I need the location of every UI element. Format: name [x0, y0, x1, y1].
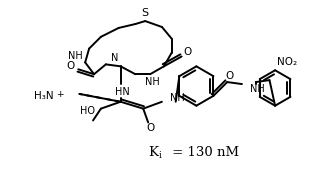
Text: +: +: [56, 90, 63, 99]
Text: S: S: [142, 8, 149, 18]
Text: O: O: [225, 71, 233, 81]
Text: O: O: [66, 61, 75, 71]
Text: HN: HN: [115, 87, 130, 97]
Text: i: i: [159, 151, 162, 160]
Text: O: O: [183, 47, 192, 57]
Text: NH: NH: [170, 93, 185, 103]
Text: NH: NH: [68, 52, 83, 61]
Text: H₃N: H₃N: [34, 91, 54, 101]
Text: NH: NH: [250, 84, 265, 94]
Text: O: O: [146, 123, 154, 133]
Text: N: N: [111, 53, 118, 64]
Text: HO: HO: [80, 106, 94, 116]
Text: NO₂: NO₂: [277, 57, 297, 67]
Text: = 130 nM: = 130 nM: [168, 147, 239, 159]
Text: NH: NH: [145, 77, 159, 87]
Text: K: K: [148, 147, 158, 159]
